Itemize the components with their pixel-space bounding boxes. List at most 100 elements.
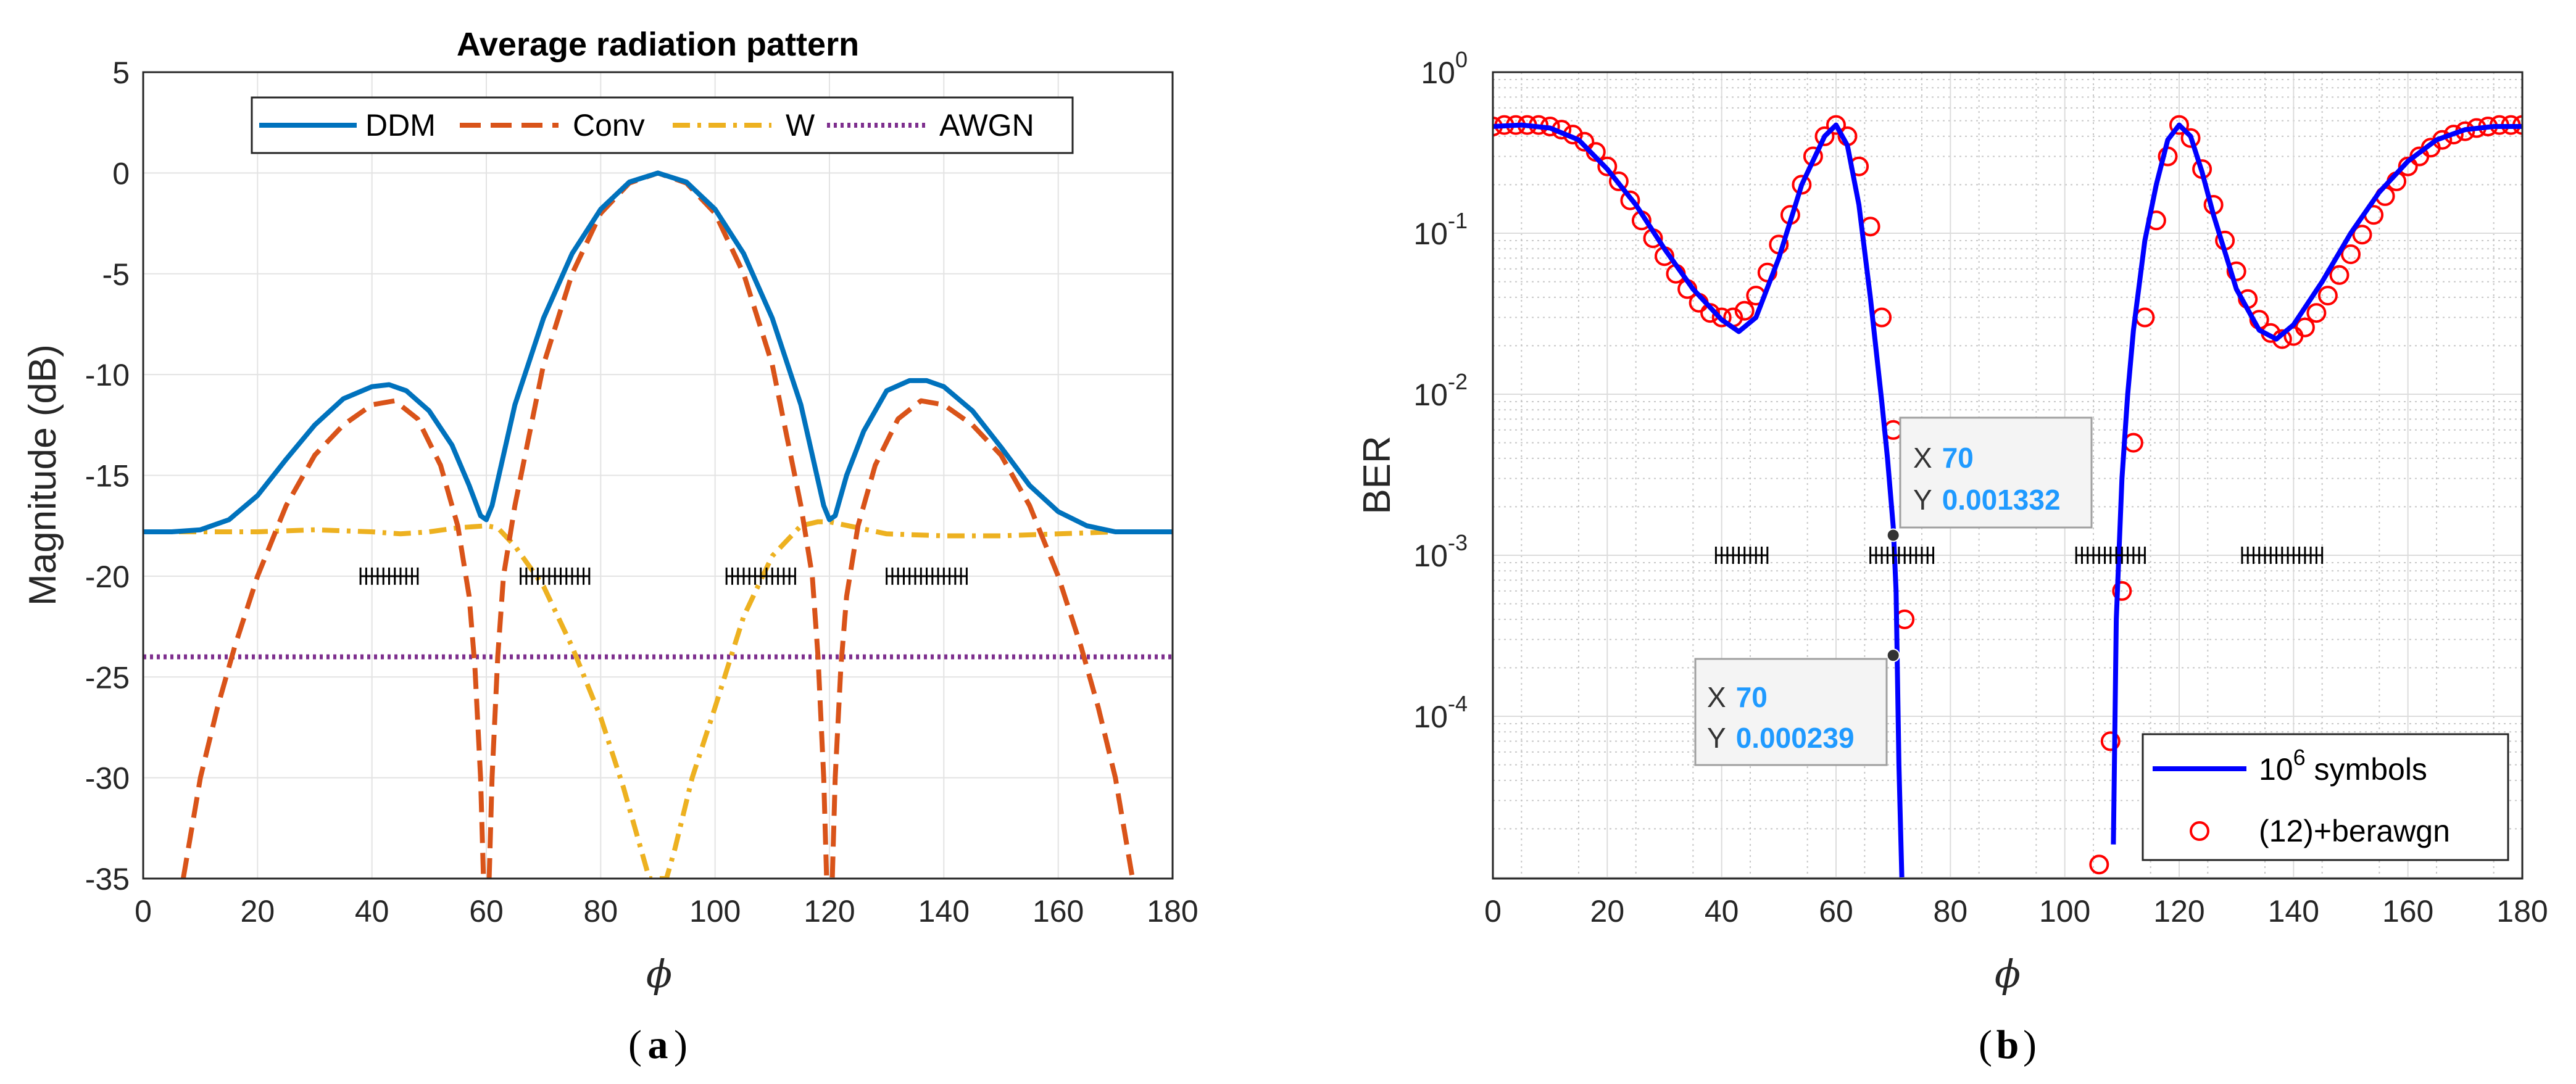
panel-a-x-tick-5: 100 [689,894,741,929]
panel-a-axes-box [142,71,1174,880]
datatip-2-point [1886,648,1900,663]
panel-a-y-tick-7: -30 [85,761,130,796]
panel-a-y-tick-5: -20 [85,560,130,594]
panel-b-x-tick-4: 80 [1934,894,1968,929]
panel-b-marker-group-0 [1714,547,1769,564]
legend-label-symbols: 106 symbols [2259,745,2427,787]
panel-a-marker-group-1 [520,567,591,585]
datatip-1-x: X 70 [1913,442,1974,474]
panel-a-y-tick-0: 5 [112,56,130,90]
panel-a-curves [143,170,1173,879]
panel-b-x-tick-1: 20 [1590,894,1625,929]
panel-a-y-tick-3: -10 [85,358,130,392]
panel-a-marker-group-3 [886,567,968,585]
panel-b-caption-letter: b [1996,1022,2019,1067]
panel-a-marker-groups [359,567,968,585]
panel-b-y-tick-3: 10-3 [1413,530,1468,573]
analytic-point [2226,261,2246,281]
panel-a-caption: ( a ) [628,1022,688,1067]
panel-b-marker-group-2 [2075,547,2146,564]
analytic-point [2329,265,2350,285]
legend-label-conv: Conv [573,108,645,143]
analytic-point [1597,156,1618,176]
panel-b-x-tick-8: 160 [2382,894,2433,929]
panel-b-x-axis-label: ϕ [1995,951,2021,996]
panel-b-x-tick-3: 60 [1819,894,1853,929]
analytic-point [1826,115,1846,135]
legend-label-w: W [786,108,815,143]
panel-a-x-tick-labels: 0 20 40 60 80 100 120 140 160 180 [135,894,1199,929]
datatip-2[interactable]: X 70 Y 0.000239 [1694,658,1888,766]
panel-b-ber: 0 20 40 60 80 100 120 140 160 180 100 10-1 10-2 1… [1356,47,2548,1067]
analytic-point [1608,171,1629,191]
panel-a-y-tick-6: -25 [85,660,130,695]
panel-a-marker-group-2 [725,567,796,585]
panel-b-y-tick-labels: 100 10-1 10-2 10-3 10-4 [1413,47,1468,734]
panel-a-y-tick-labels: 5 0 -5 -10 -15 -20 -25 -30 -35 [85,56,130,896]
panel-b-caption-close: ) [2023,1022,2037,1067]
datatip-2-box [1694,658,1888,766]
panel-b-x-tick-5: 100 [2039,894,2090,929]
analytic-point [1792,175,1812,195]
panel-b-marker-groups [1714,547,2324,564]
panel-b-y-axis-label: BER [1356,436,1398,514]
panel-a-x-axis-label: ϕ [646,951,672,996]
panel-a-x-tick-8: 160 [1032,894,1084,929]
panel-a-caption-letter: a [648,1022,668,1067]
datatip-2-x: X 70 [1707,681,1768,713]
panel-a-marker-group-0 [359,567,419,585]
series-simulated-line-1 [2111,122,2522,845]
analytic-point [2398,156,2418,176]
datatip-2-y: Y 0.000239 [1707,722,1855,754]
panel-b-y-tick-2: 10-2 [1413,369,1468,412]
panel-b-x-tick-2: 40 [1705,894,1739,929]
panel-a-radiation-pattern: 0 20 40 60 80 100 120 140 160 180 5 0 -5 -10 -15 -20 -2… [22,26,1199,1067]
panel-b-legend: 106 symbols (12)+berawgn [2142,733,2509,861]
analytic-point [2112,581,2132,601]
legend-label-analytic: (12)+berawgn [2259,814,2450,848]
datatip-1[interactable]: X 70 Y 0.001332 [1899,416,2093,529]
analytic-point [2169,115,2189,135]
panel-a-x-tick-1: 20 [241,894,275,929]
analytic-point [2352,225,2372,245]
datatip-1-point [1886,528,1900,542]
panel-b-marker-group-3 [2241,547,2324,564]
panel-b-marker-group-1 [1869,547,1935,564]
analytic-point [1574,131,1595,152]
panel-a-y-tick-1: 0 [112,156,130,191]
panel-b-caption: ( b ) [1979,1022,2037,1067]
analytic-point [2317,286,2338,306]
panel-b-y-tick-0: 100 [1421,47,1468,90]
panel-a-legend-box [251,96,1074,154]
panel-a-y-tick-4: -15 [85,459,130,494]
panel-b-datatip-points [1886,528,1900,663]
analytic-point [1711,307,1732,328]
series-w-line [143,519,1173,879]
legend-swatch-analytic [2190,821,2209,841]
analytic-point [2180,128,2201,148]
panel-a-x-tick-2: 40 [355,894,389,929]
panel-a-x-tick-7: 140 [918,894,970,929]
panel-a-y-tick-8: -35 [85,862,130,896]
panel-a-x-tick-0: 0 [135,894,152,929]
panel-b-x-tick-7: 140 [2268,894,2319,929]
panel-a-y-axis-label: Magnitude (dB) [22,344,64,606]
panel-a-x-tick-3: 60 [469,894,504,929]
panel-a-legend: DDM Conv W AWGN [251,96,1074,154]
panel-b-caption-open: ( [1979,1022,1992,1067]
panel-b-x-tick-6: 120 [2153,894,2204,929]
analytic-point [2295,317,2315,337]
series-ddm-line [143,170,1173,534]
panel-b-y-tick-4: 10-4 [1413,691,1468,734]
datatip-1-y: Y 0.001332 [1913,484,2061,516]
analytic-point [1734,300,1755,321]
panel-b-curves [1493,115,2522,878]
datatip-1-box [1899,416,2093,529]
analytic-point [2306,303,2327,323]
panel-a-x-tick-6: 120 [804,894,855,929]
panel-a-caption-close: ) [674,1022,688,1067]
analytic-point [1814,126,1835,146]
panel-a-y-tick-2: -5 [102,257,130,292]
panel-a-x-tick-9: 180 [1147,894,1198,929]
